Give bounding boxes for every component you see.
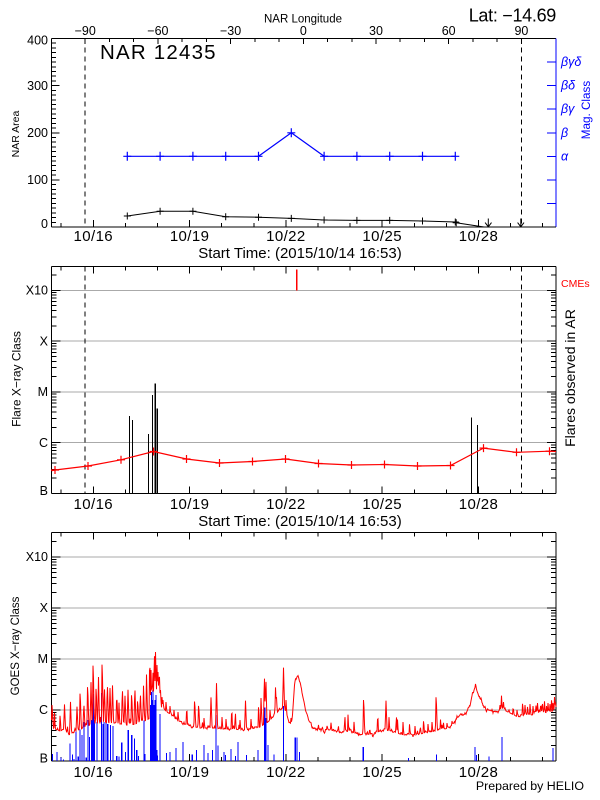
svg-text:30: 30 [369,24,383,38]
svg-text:X10: X10 [26,284,48,298]
svg-text:β: β [560,126,568,140]
svg-text:0: 0 [41,217,48,231]
svg-text:10/28: 10/28 [459,228,499,245]
svg-text:Start Time: (2015/10/14 16:53): Start Time: (2015/10/14 16:53) [198,513,401,530]
svg-text:GOES X−ray Class: GOES X−ray Class [10,596,22,695]
svg-text:M: M [38,385,48,399]
svg-text:−90: −90 [75,24,96,38]
svg-text:10/16: 10/16 [74,496,114,513]
svg-text:X: X [40,601,49,615]
svg-text:α: α [561,149,569,163]
svg-text:400: 400 [27,34,48,48]
svg-text:10/19: 10/19 [170,764,210,781]
svg-text:X10: X10 [26,550,48,564]
svg-text:10/25: 10/25 [362,228,402,245]
svg-text:Start Time: (2015/10/14 16:53): Start Time: (2015/10/14 16:53) [198,245,401,262]
svg-text:10/25: 10/25 [362,764,402,781]
svg-text:200: 200 [27,126,48,140]
svg-text:Flare X−ray Class: Flare X−ray Class [9,331,23,427]
svg-text:Mag. Class: Mag. Class [580,81,593,140]
svg-text:10/25: 10/25 [362,496,402,513]
svg-text:βδ: βδ [560,79,576,93]
svg-text:10/28: 10/28 [459,764,499,781]
svg-text:10/16: 10/16 [74,764,114,781]
svg-text:Prepared by HELIO: Prepared by HELIO [476,779,584,793]
svg-text:CMEs: CMEs [561,278,590,290]
svg-text:90: 90 [514,24,528,38]
svg-text:Flares observed in AR: Flares observed in AR [562,309,578,447]
svg-text:10/19: 10/19 [170,228,210,245]
svg-text:60: 60 [442,24,456,38]
svg-text:10/22: 10/22 [266,228,306,245]
svg-text:βγδ: βγδ [560,55,582,69]
svg-text:0: 0 [300,24,307,38]
svg-text:Lat: −14.69: Lat: −14.69 [469,6,557,26]
svg-text:NAR Area: NAR Area [10,110,22,157]
svg-text:−60: −60 [147,24,168,38]
svg-text:300: 300 [27,79,48,93]
svg-text:C: C [39,436,48,450]
svg-text:C: C [39,703,48,717]
svg-text:NAR 12435: NAR 12435 [100,41,217,64]
svg-text:βγ: βγ [560,102,575,116]
svg-text:10/19: 10/19 [170,496,210,513]
svg-text:10/22: 10/22 [266,496,306,513]
svg-text:B: B [40,484,48,498]
svg-text:B: B [40,752,48,766]
svg-text:10/28: 10/28 [459,496,499,513]
svg-text:NAR Longitude: NAR Longitude [264,14,342,26]
svg-text:X: X [40,334,49,348]
svg-text:−30: −30 [220,24,241,38]
svg-text:10/16: 10/16 [74,228,114,245]
svg-text:100: 100 [27,173,48,187]
svg-text:M: M [38,652,48,666]
svg-text:10/22: 10/22 [266,764,306,781]
